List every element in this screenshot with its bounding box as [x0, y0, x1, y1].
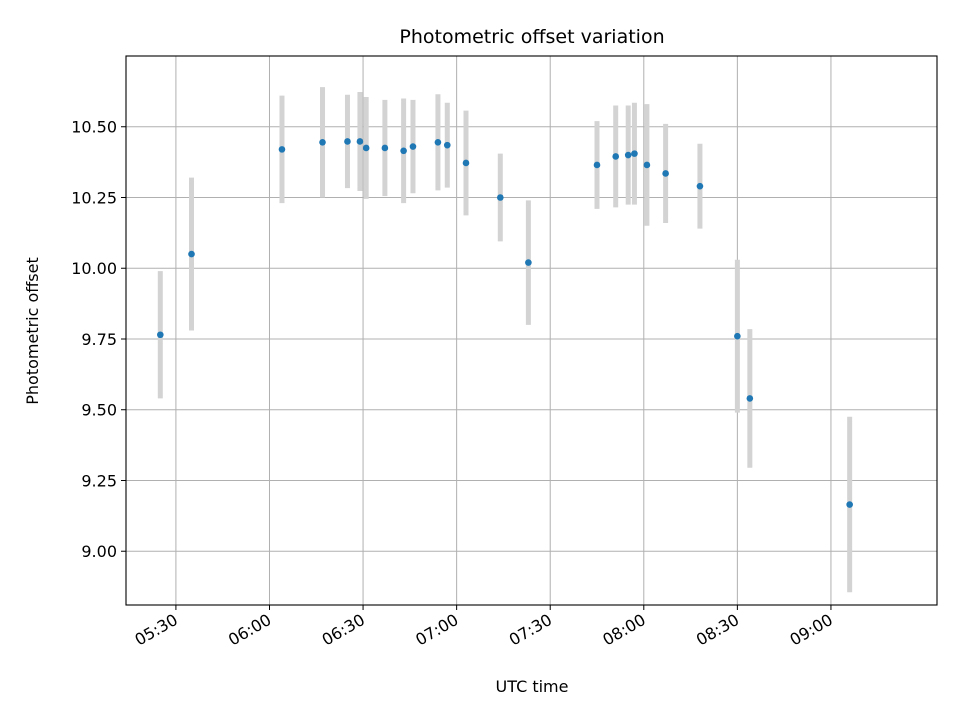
data-point [362, 144, 370, 152]
data-point [696, 182, 704, 190]
data-point [631, 150, 638, 157]
data-point [746, 395, 754, 402]
data-point [593, 161, 601, 169]
data-point [278, 146, 286, 153]
y-tick-label: 10.00 [71, 259, 117, 278]
y-tick-label: 9.75 [81, 330, 117, 349]
y-tick-label: 9.25 [81, 471, 117, 490]
y-tick-label: 9.50 [81, 401, 117, 420]
data-point [624, 151, 632, 159]
data-point [409, 143, 417, 150]
chart-title: Photometric offset variation [399, 26, 664, 48]
data-point [157, 331, 164, 339]
data-point [400, 147, 407, 155]
data-point [356, 138, 364, 145]
y-tick-label: 10.50 [71, 118, 117, 137]
data-point [734, 332, 741, 340]
data-point [462, 159, 470, 167]
data-point [662, 170, 669, 177]
x-axis-label: UTC time [496, 677, 569, 696]
data-point [525, 259, 532, 266]
data-point [497, 194, 504, 201]
y-axis-label: Photometric offset [23, 257, 42, 405]
y-tick-label: 9.00 [81, 542, 117, 561]
y-axis-ticks: 9.00 9.25 9.50 9.75 10.00 10.25 10.50 [71, 118, 126, 561]
y-tick-label: 10.25 [71, 188, 117, 207]
data-point [612, 153, 620, 160]
data-point [188, 250, 195, 258]
data-point [319, 139, 326, 146]
data-point [381, 144, 389, 152]
data-points [157, 138, 853, 508]
data-point [643, 161, 651, 169]
data-point [344, 138, 351, 145]
data-point [434, 139, 442, 146]
data-point [443, 141, 451, 149]
plot-frame [125, 55, 938, 606]
data-point [846, 501, 853, 508]
grid-lines [126, 56, 937, 605]
